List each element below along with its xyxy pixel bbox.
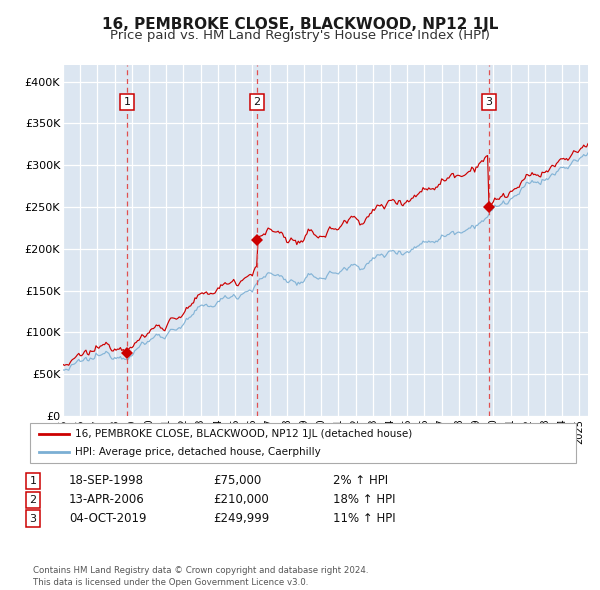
Text: 2% ↑ HPI: 2% ↑ HPI xyxy=(333,474,388,487)
Text: £249,999: £249,999 xyxy=(213,512,269,525)
Text: 18% ↑ HPI: 18% ↑ HPI xyxy=(333,493,395,506)
Text: 2: 2 xyxy=(29,495,37,504)
Text: 18-SEP-1998: 18-SEP-1998 xyxy=(69,474,144,487)
Text: Price paid vs. HM Land Registry's House Price Index (HPI): Price paid vs. HM Land Registry's House … xyxy=(110,30,490,42)
Text: Contains HM Land Registry data © Crown copyright and database right 2024.
This d: Contains HM Land Registry data © Crown c… xyxy=(33,566,368,587)
Text: 2: 2 xyxy=(254,97,261,107)
Text: £75,000: £75,000 xyxy=(213,474,261,487)
Text: 13-APR-2006: 13-APR-2006 xyxy=(69,493,145,506)
Text: 11% ↑ HPI: 11% ↑ HPI xyxy=(333,512,395,525)
Text: 04-OCT-2019: 04-OCT-2019 xyxy=(69,512,146,525)
Text: £210,000: £210,000 xyxy=(213,493,269,506)
Text: 16, PEMBROKE CLOSE, BLACKWOOD, NP12 1JL: 16, PEMBROKE CLOSE, BLACKWOOD, NP12 1JL xyxy=(102,17,498,31)
Text: 16, PEMBROKE CLOSE, BLACKWOOD, NP12 1JL (detached house): 16, PEMBROKE CLOSE, BLACKWOOD, NP12 1JL … xyxy=(75,430,412,440)
Text: HPI: Average price, detached house, Caerphilly: HPI: Average price, detached house, Caer… xyxy=(75,447,321,457)
Text: 1: 1 xyxy=(29,476,37,486)
Text: 1: 1 xyxy=(124,97,131,107)
Text: 3: 3 xyxy=(485,97,493,107)
Text: 3: 3 xyxy=(29,514,37,523)
